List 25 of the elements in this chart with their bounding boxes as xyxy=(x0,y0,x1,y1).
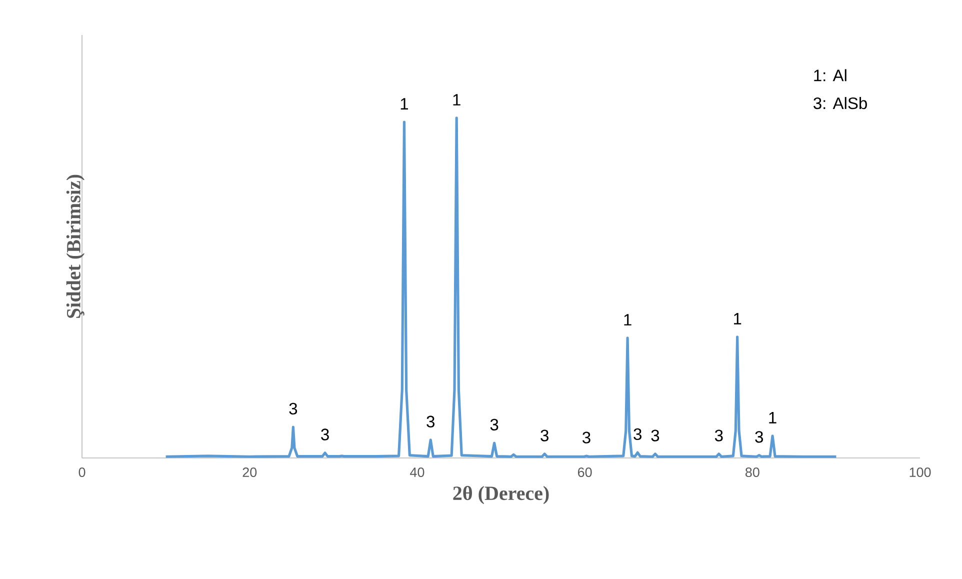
annotation: 3 xyxy=(755,431,763,443)
x-tick-label: 80 xyxy=(745,468,760,478)
annotation: 3 xyxy=(540,430,548,442)
annotation: 1 xyxy=(624,314,632,326)
annotation: 3 xyxy=(582,432,590,444)
annotation: 1 xyxy=(400,98,408,110)
y-axis-title: Şiddet (Birimsiz) xyxy=(66,174,84,318)
x-tick-label: 0 xyxy=(78,468,86,478)
annotation: 3 xyxy=(651,430,660,442)
annotation: 3 xyxy=(289,402,298,415)
annotation: 3 xyxy=(714,430,723,442)
annotation: 1 xyxy=(734,313,742,324)
x-tick-label: 60 xyxy=(578,468,592,478)
x-tick-label: 100 xyxy=(910,468,931,478)
text: 3: AlSb xyxy=(814,97,867,110)
text: 1: Al xyxy=(814,69,846,82)
x-tick-label: 40 xyxy=(410,468,424,478)
annotation: 3 xyxy=(634,428,642,440)
annotation: 3 xyxy=(426,416,434,428)
x-axis-title: 2θ (Derece) xyxy=(453,486,549,504)
annotation: 3 xyxy=(321,428,329,440)
annotation: 1 xyxy=(453,94,460,106)
x-tick-label: 20 xyxy=(242,468,257,478)
annotation: 3 xyxy=(490,418,498,430)
annotation: 1 xyxy=(769,412,776,424)
